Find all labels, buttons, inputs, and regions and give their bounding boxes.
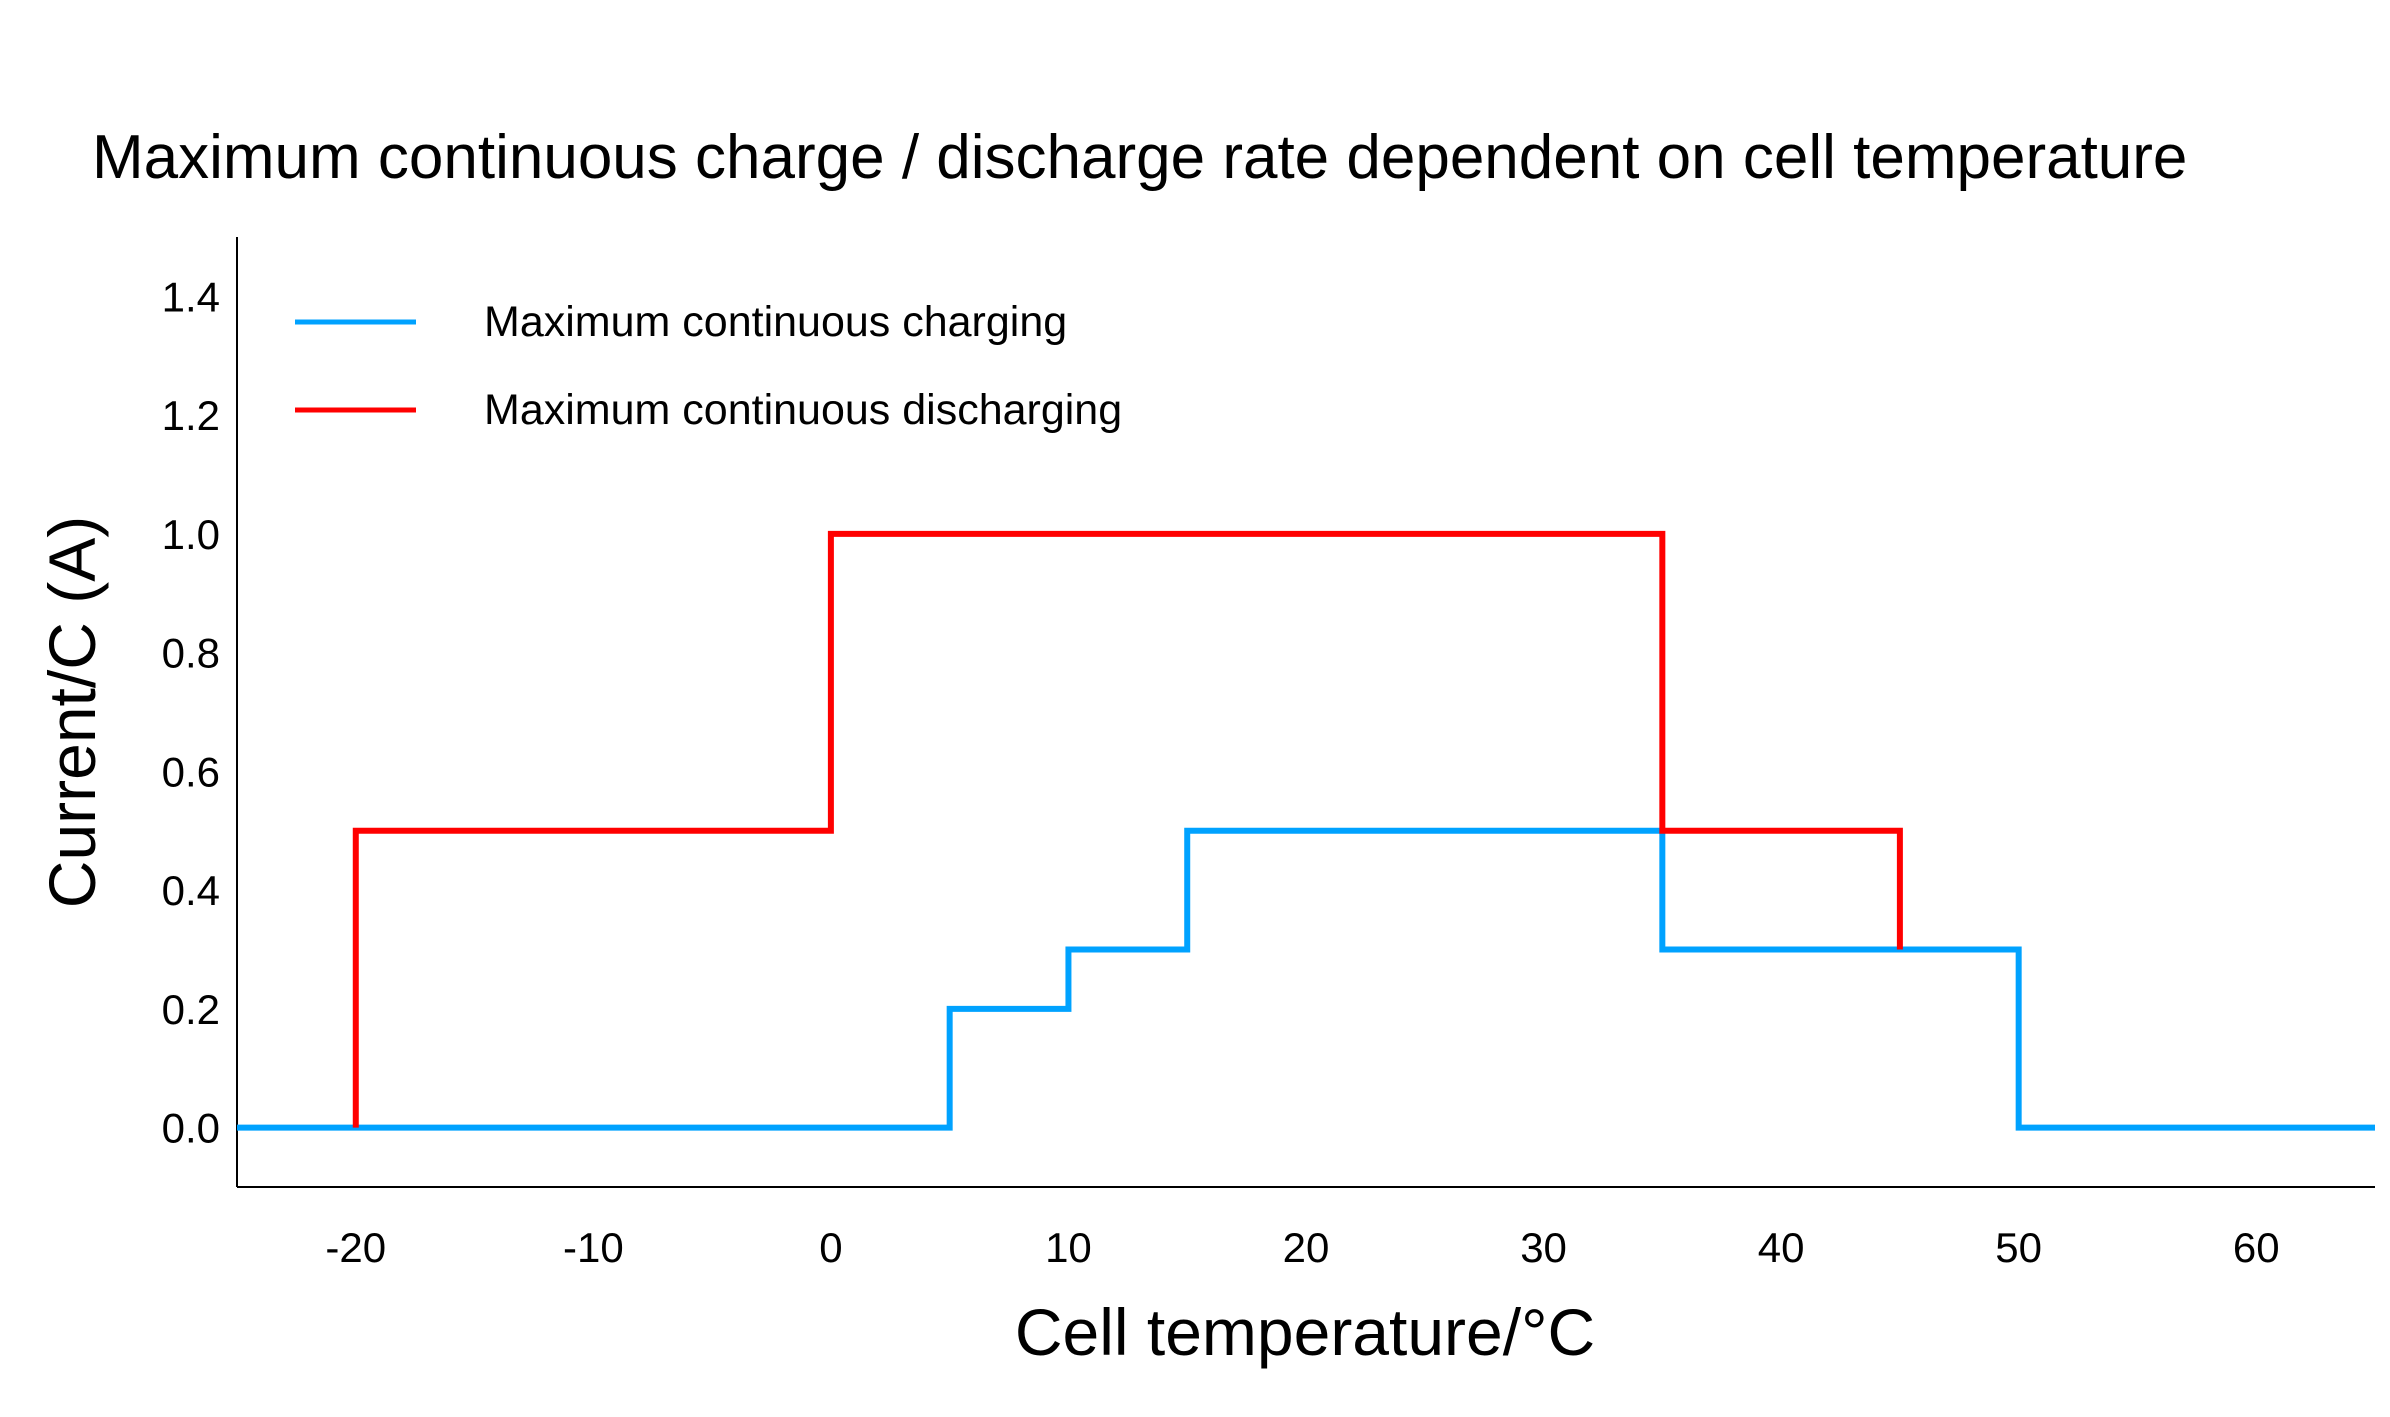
series-line-discharging	[352, 530, 1903, 1128]
x-tick-label: 50	[1995, 1224, 2042, 1271]
x-tick-label: 30	[1520, 1224, 1567, 1271]
x-axis-label: Cell temperature/°C	[1015, 1295, 1595, 1369]
y-tick-label: 0.8	[162, 630, 220, 677]
plot-area: 0.0 0.2 0.4 0.6 0.8 1.0 1.2 1.4 -20 -10 0 10 20 30 40 5…	[162, 237, 2375, 1271]
x-tick-label: 20	[1283, 1224, 1330, 1271]
y-tick-label: 0.6	[162, 748, 220, 795]
y-tick-label: 1.2	[162, 392, 220, 439]
legend: Maximum continuous charging Maximum conti…	[295, 298, 1122, 434]
y-tick-label: 1.4	[162, 273, 220, 320]
legend-label: Maximum continuous discharging	[484, 386, 1122, 434]
series-line-charging	[237, 827, 2375, 1131]
chart-title: Maximum continuous charge / discharge ra…	[92, 123, 2187, 192]
x-tick-label: 10	[1045, 1224, 1092, 1271]
y-tick-label: 1.0	[162, 511, 220, 558]
x-tick-label: 0	[819, 1224, 842, 1271]
x-tick-label: -10	[563, 1224, 624, 1271]
x-tick-label: -20	[325, 1224, 386, 1271]
x-tick-label: 60	[2233, 1224, 2280, 1271]
x-tick-label: 40	[1758, 1224, 1805, 1271]
legend-label: Maximum continuous charging	[484, 298, 1067, 346]
y-axis-label: Current/C (A)	[35, 516, 109, 908]
y-tick-label: 0.2	[162, 986, 220, 1033]
y-tick-label: 0.4	[162, 867, 220, 914]
y-tick-label: 0.0	[162, 1105, 220, 1152]
